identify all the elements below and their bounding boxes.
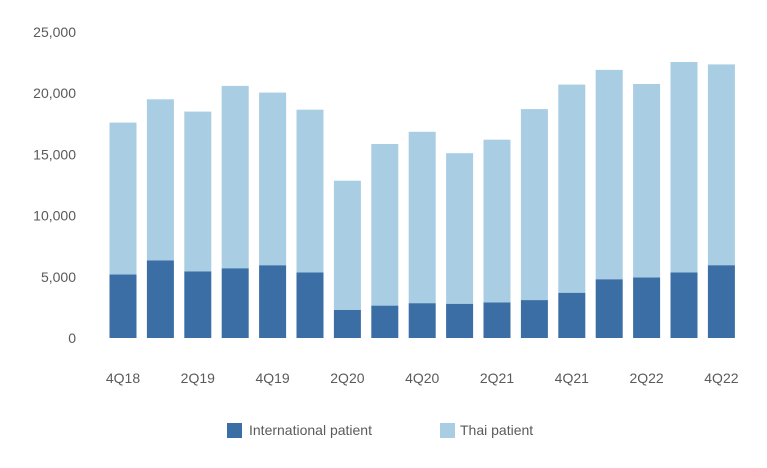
bar-thai-3q22 [670, 62, 698, 273]
x-tick-label: 4Q20 [405, 370, 439, 386]
y-tick-label: 25,000 [33, 24, 76, 40]
legend-label-international: International patient [249, 422, 372, 438]
bar-thai-1q21 [446, 153, 474, 304]
bar-thai-3q19 [221, 85, 249, 269]
x-tick-label: 2Q21 [480, 370, 514, 386]
bar-international-4q22 [707, 265, 735, 338]
bar-international-1q19 [146, 260, 174, 338]
bar-international-4q21 [558, 292, 586, 338]
y-tick-label: 0 [68, 330, 76, 346]
x-tick-label: 4Q22 [704, 370, 738, 386]
y-tick-label: 15,000 [33, 146, 76, 162]
legend-swatch-thai [440, 423, 455, 438]
bar-thai-2q19 [184, 111, 212, 272]
bar-thai-4q20 [408, 131, 436, 304]
bar-thai-4q19 [259, 92, 287, 266]
bar-international-4q18 [109, 274, 137, 338]
bar-thai-2q22 [633, 84, 661, 278]
legend-label-thai: Thai patient [460, 422, 533, 438]
bar-international-1q21 [446, 303, 474, 338]
bar-thai-1q19 [146, 99, 174, 261]
bar-thai-3q20 [371, 144, 399, 306]
bar-international-3q21 [520, 300, 548, 338]
x-tick-label: 2Q22 [629, 370, 663, 386]
x-tick-label: 4Q18 [106, 370, 140, 386]
y-axis: 0 5,000 10,000 15,000 20,000 25,000 [33, 24, 76, 346]
y-tick-label: 5,000 [41, 269, 76, 285]
bar-international-2q22 [633, 277, 661, 338]
x-tick-label: 4Q21 [555, 370, 589, 386]
bar-thai-4q18 [109, 122, 137, 275]
bar-thai-2q20 [333, 180, 361, 310]
bar-international-1q22 [595, 279, 623, 338]
bar-international-2q21 [483, 302, 511, 338]
y-tick-label: 20,000 [33, 85, 76, 101]
x-tick-label: 2Q20 [330, 370, 364, 386]
x-axis: 4Q18 2Q19 4Q19 2Q20 4Q20 2Q21 4Q21 2Q22 4Q22 [106, 370, 739, 386]
bar-international-3q22 [670, 272, 698, 338]
legend-swatch-international [227, 423, 242, 438]
bar-international-1q20 [296, 272, 324, 338]
bar-international-4q19 [259, 265, 287, 338]
bar-international-4q20 [408, 303, 436, 338]
bar-thai-1q20 [296, 109, 324, 273]
bar-thai-2q21 [483, 139, 511, 303]
bar-thai-4q21 [558, 84, 586, 293]
legend: International patient Thai patient [227, 422, 533, 438]
bar-international-2q20 [333, 309, 361, 338]
x-tick-label: 4Q19 [255, 370, 289, 386]
bar-international-3q19 [221, 268, 249, 338]
bar-thai-3q21 [520, 109, 548, 300]
bar-thai-4q22 [707, 64, 735, 266]
bar-thai-1q22 [595, 69, 623, 280]
bar-international-3q20 [371, 305, 399, 338]
bars [109, 62, 735, 338]
y-tick-label: 10,000 [33, 208, 76, 224]
bar-international-2q19 [184, 271, 212, 338]
x-tick-label: 2Q19 [181, 370, 215, 386]
